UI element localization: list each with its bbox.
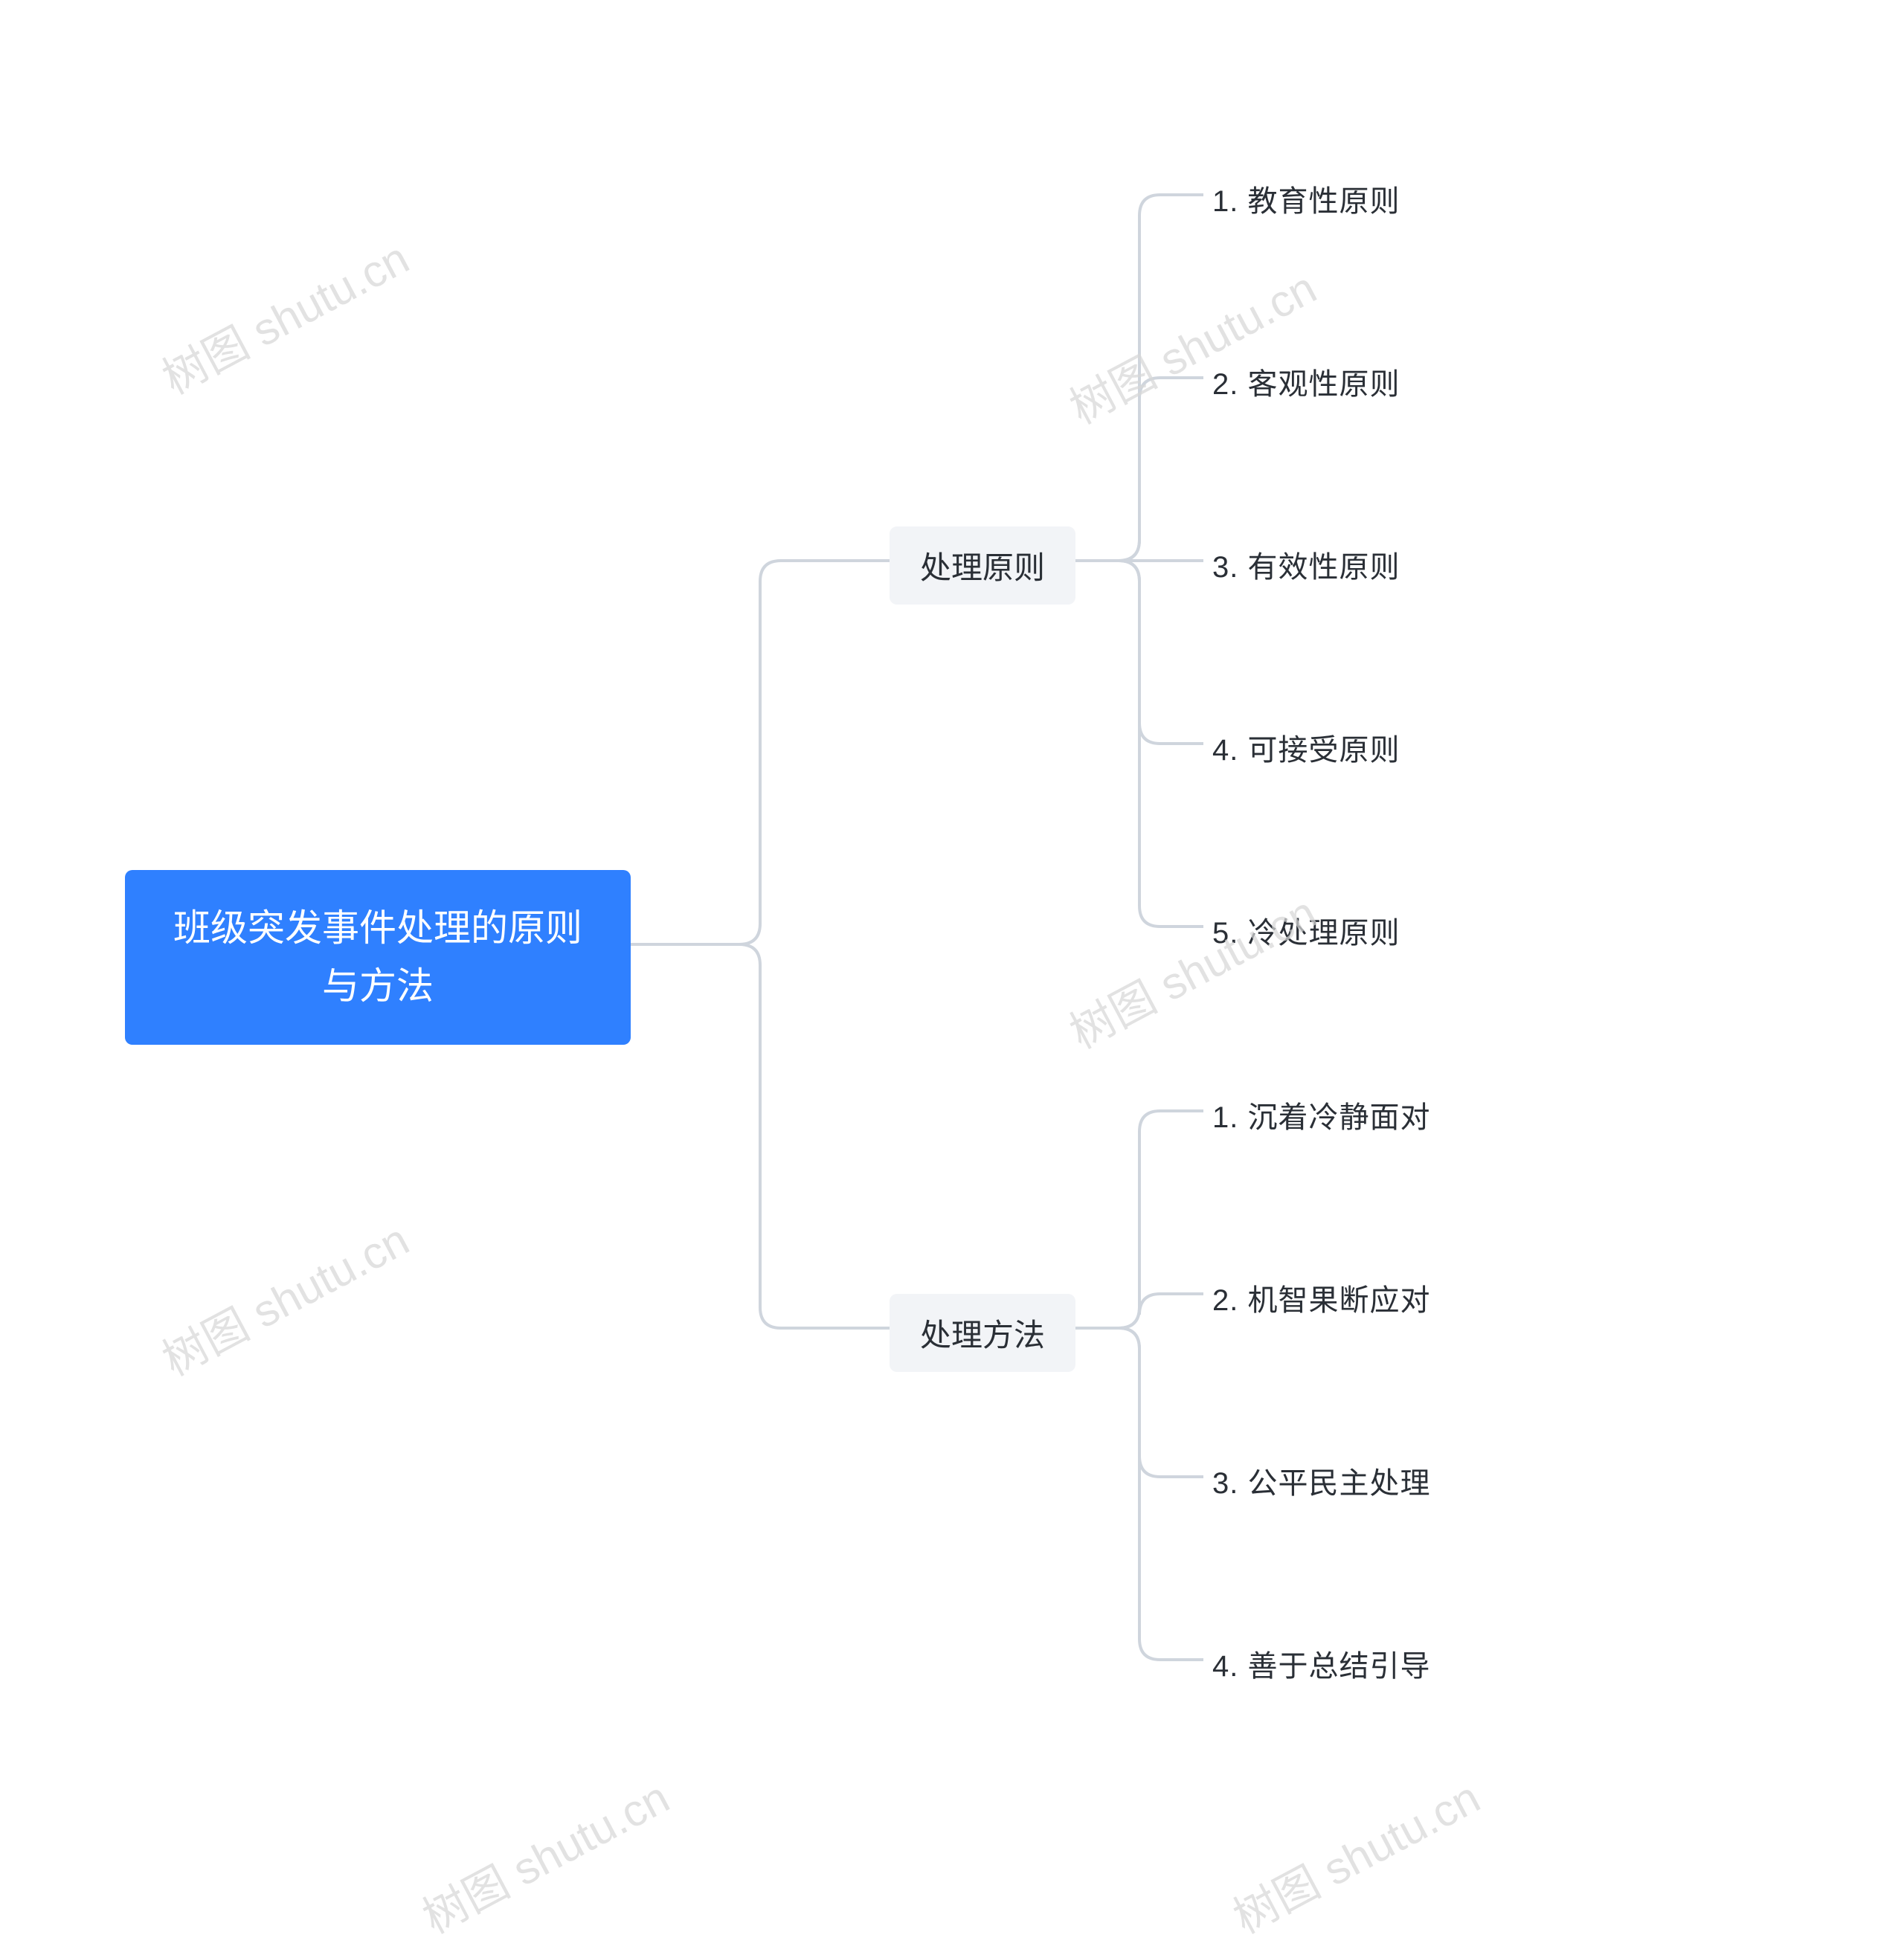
- leaf-node: 3. 有效性原则: [1212, 543, 1400, 586]
- leaf-node: 1. 沉着冷静面对: [1212, 1093, 1430, 1136]
- leaf-node: 3. 公平民主处理: [1212, 1459, 1430, 1502]
- leaf-node: 2. 客观性原则: [1212, 360, 1400, 403]
- root-node: 班级突发事件处理的原则与方法: [125, 870, 631, 1045]
- leaf-node: 2. 机智果断应对: [1212, 1276, 1430, 1319]
- leaf-node: 4. 善于总结引导: [1212, 1642, 1430, 1685]
- leaf-node: 1. 教育性原则: [1212, 177, 1400, 220]
- branch-node-principles: 处理原则: [890, 526, 1075, 605]
- leaf-node: 4. 可接受原则: [1212, 726, 1400, 769]
- leaf-node: 5. 冷处理原则: [1212, 909, 1400, 952]
- branch-node-methods: 处理方法: [890, 1294, 1075, 1372]
